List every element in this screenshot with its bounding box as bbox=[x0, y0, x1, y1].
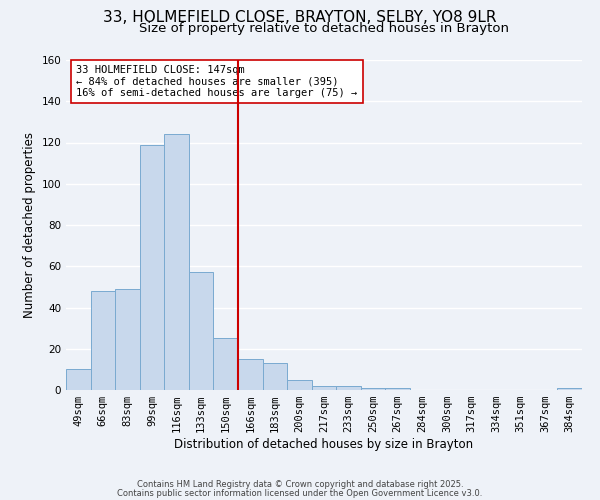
Y-axis label: Number of detached properties: Number of detached properties bbox=[23, 132, 36, 318]
Bar bbox=[385, 388, 410, 390]
Bar bbox=[361, 388, 385, 390]
Bar bbox=[214, 338, 238, 390]
Bar bbox=[66, 370, 91, 390]
Text: Contains public sector information licensed under the Open Government Licence v3: Contains public sector information licen… bbox=[118, 488, 482, 498]
Bar bbox=[557, 388, 582, 390]
Bar bbox=[238, 359, 263, 390]
Bar bbox=[115, 289, 140, 390]
Bar bbox=[287, 380, 312, 390]
Text: 33, HOLMEFIELD CLOSE, BRAYTON, SELBY, YO8 9LR: 33, HOLMEFIELD CLOSE, BRAYTON, SELBY, YO… bbox=[103, 10, 497, 25]
Bar bbox=[263, 363, 287, 390]
Bar bbox=[189, 272, 214, 390]
Title: Size of property relative to detached houses in Brayton: Size of property relative to detached ho… bbox=[139, 22, 509, 35]
Text: Contains HM Land Registry data © Crown copyright and database right 2025.: Contains HM Land Registry data © Crown c… bbox=[137, 480, 463, 489]
Text: 33 HOLMEFIELD CLOSE: 147sqm
← 84% of detached houses are smaller (395)
16% of se: 33 HOLMEFIELD CLOSE: 147sqm ← 84% of det… bbox=[76, 65, 358, 98]
Bar bbox=[312, 386, 336, 390]
Bar bbox=[91, 291, 115, 390]
X-axis label: Distribution of detached houses by size in Brayton: Distribution of detached houses by size … bbox=[175, 438, 473, 451]
Bar bbox=[336, 386, 361, 390]
Bar bbox=[164, 134, 189, 390]
Bar bbox=[140, 144, 164, 390]
